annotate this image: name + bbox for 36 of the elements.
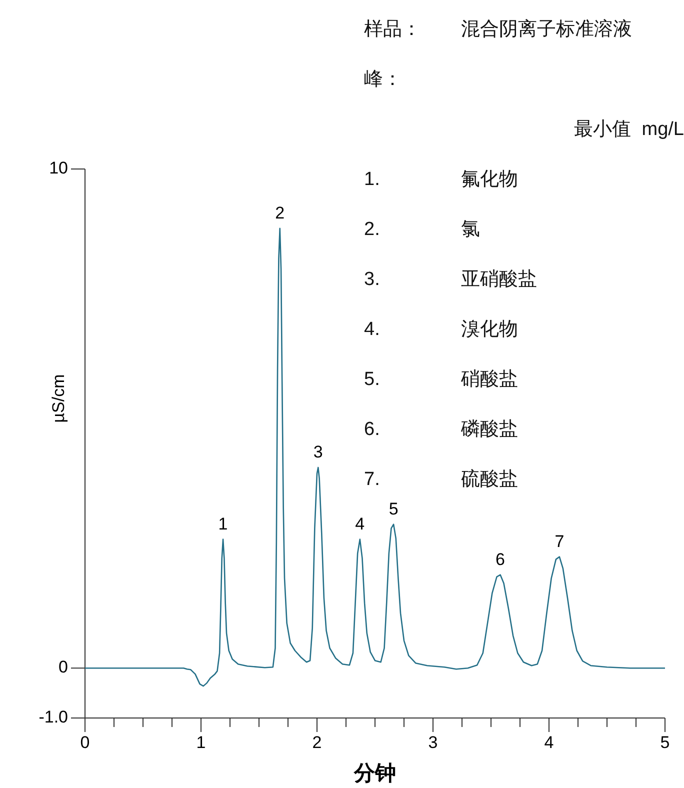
annotation: 1 <box>218 514 228 534</box>
annotation: 1. <box>364 169 380 190</box>
annotation: 4 <box>355 514 365 534</box>
text: 样品： <box>364 19 421 40</box>
annotation: 6 <box>496 550 506 569</box>
annotation: 6. <box>364 419 380 440</box>
annotation: 5. <box>364 369 380 390</box>
annotation: 2 <box>275 203 285 222</box>
annotation: 7. <box>364 469 380 490</box>
x-tick-label: 5 <box>660 733 670 752</box>
y-tick-label: 10 <box>49 158 68 178</box>
annotation: 3. <box>364 269 380 290</box>
y-tick-label: -1.0 <box>38 707 68 726</box>
x-tick-label: 3 <box>428 733 438 752</box>
annotation: 7 <box>554 532 564 551</box>
x-tick-label: 4 <box>544 733 554 752</box>
annotation: 氟化物 <box>461 169 518 190</box>
annotation: 硝酸盐 <box>460 369 518 390</box>
annotation: 亚硝酸盐 <box>461 269 537 290</box>
y-tick-label: 0 <box>58 658 68 677</box>
x-tick-label: 1 <box>196 733 206 752</box>
annotation: 4. <box>364 319 380 340</box>
text: 混合阴离子标准溶液 <box>461 18 632 40</box>
text: 峰： <box>364 69 402 90</box>
annotation: 氯 <box>461 219 480 240</box>
annotation: 溴化物 <box>461 319 518 340</box>
x-axis-title: 分钟 <box>353 762 396 785</box>
x-tick-label: 2 <box>312 733 322 752</box>
annotation: 2. <box>364 219 380 240</box>
annotation: 5 <box>388 499 398 518</box>
text: 最小值 mg/L <box>574 119 684 140</box>
annotation: 磷酸盐 <box>460 419 518 440</box>
annotation: 3 <box>313 442 323 462</box>
y-axis-title: µS/cm <box>49 374 68 423</box>
x-tick-label: 0 <box>80 733 90 752</box>
annotation: 硫酸盐 <box>461 468 518 490</box>
